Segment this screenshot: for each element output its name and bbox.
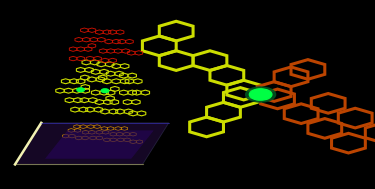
Circle shape <box>246 87 276 102</box>
Circle shape <box>77 88 84 92</box>
Circle shape <box>249 89 272 100</box>
Polygon shape <box>45 130 154 159</box>
Circle shape <box>101 89 109 93</box>
Polygon shape <box>15 123 169 164</box>
Polygon shape <box>45 130 154 159</box>
